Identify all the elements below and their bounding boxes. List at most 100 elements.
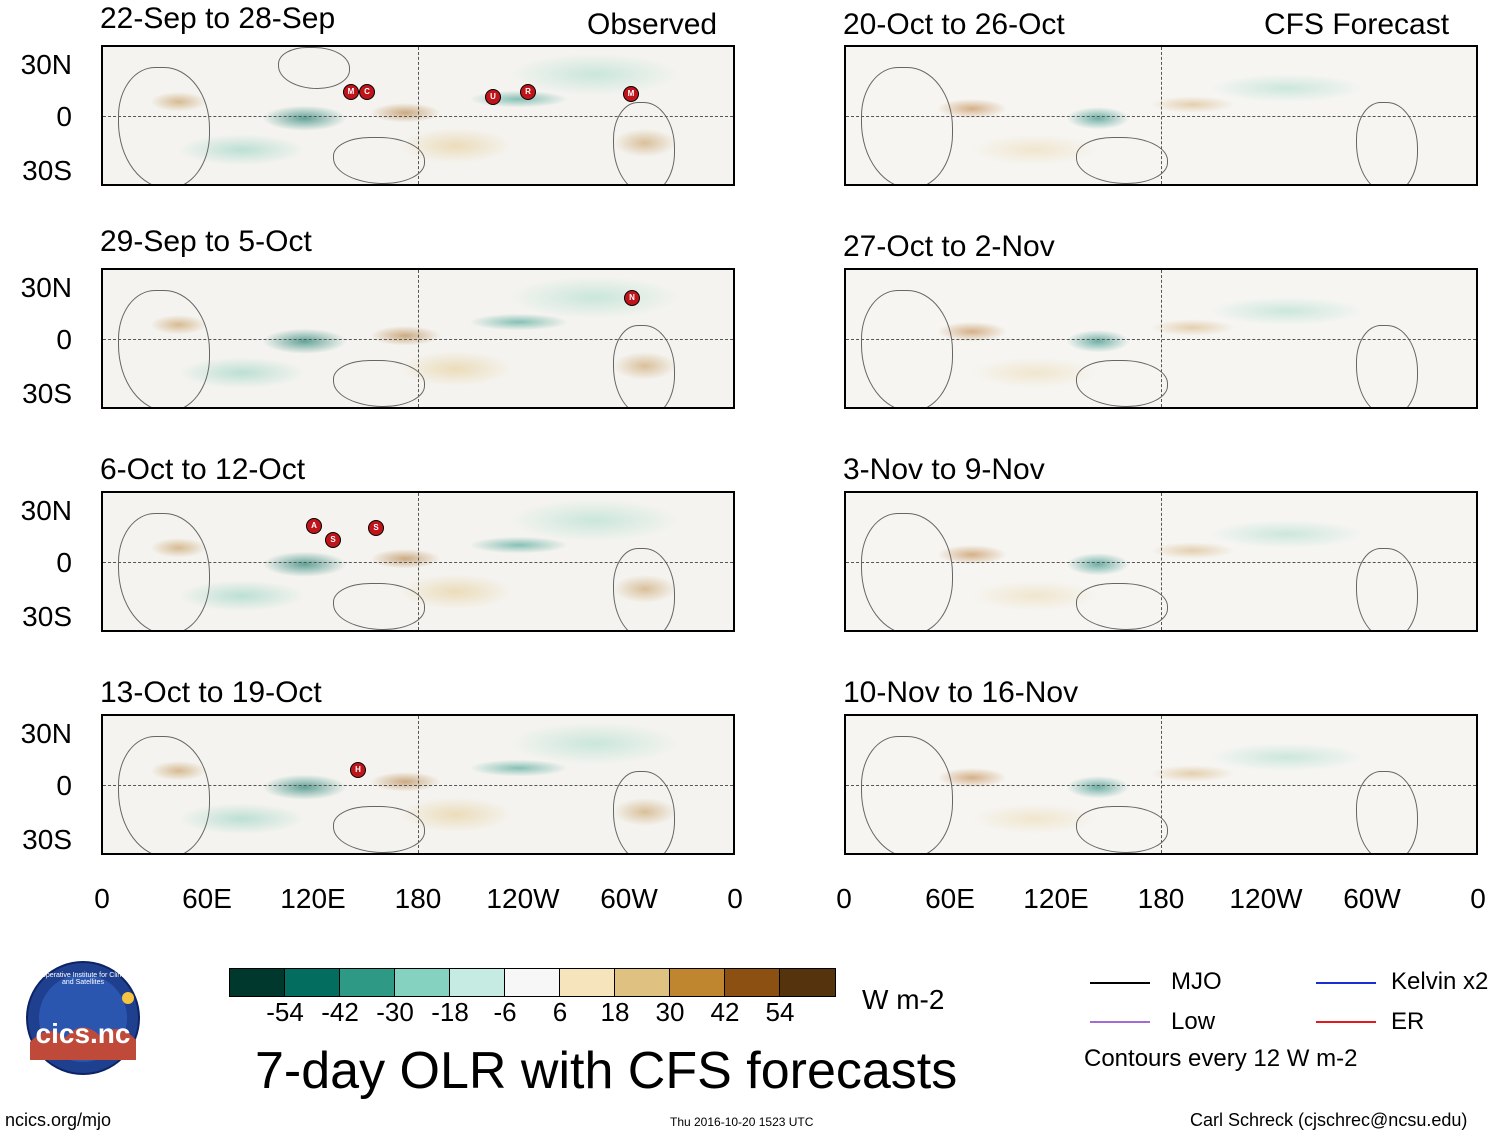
south-america-outline	[1356, 771, 1418, 853]
footer-url[interactable]: ncics.org/mjo	[5, 1110, 112, 1130]
observed-period-4: 13-Oct to 19-Oct	[100, 676, 322, 709]
observed-map-panel: N	[101, 268, 735, 409]
colorbar-swatch	[340, 969, 395, 996]
lat-label: 0	[56, 547, 72, 578]
observed-map-panel: A S S	[101, 491, 735, 632]
lat-label: 30S	[22, 601, 72, 632]
africa-outline	[861, 67, 953, 184]
forecast-map-panel	[844, 714, 1478, 855]
australia-outline	[1076, 806, 1168, 853]
australia-outline	[333, 137, 425, 184]
lat-label: 30N	[20, 272, 72, 303]
observed-label: Observed	[587, 8, 718, 41]
colorbar-units: W m-2	[862, 984, 945, 1015]
storm-marker: C	[359, 84, 375, 100]
colorbar-swatch	[780, 969, 835, 996]
forecast-period-3: 3-Nov to 9-Nov	[843, 453, 1045, 486]
forecast-period-2: 27-Oct to 2-Nov	[843, 230, 1055, 263]
observed-map-panel: H	[101, 714, 735, 855]
legend-mjo: MJO	[1171, 968, 1222, 995]
colorbar-swatch	[725, 969, 780, 996]
lat-label: 0	[56, 101, 72, 132]
observed-period-1: 22-Sep to 28-Sep	[100, 2, 336, 35]
colorbar-swatch	[670, 969, 725, 996]
colorbar-swatch	[560, 969, 615, 996]
legend-er: ER	[1391, 1008, 1425, 1035]
australia-outline	[1076, 137, 1168, 184]
legend-low: Low	[1171, 1008, 1216, 1035]
dateline	[1161, 270, 1162, 407]
observed-map-panel: M C U R M	[101, 45, 735, 186]
africa-outline	[118, 736, 210, 853]
storm-marker: M	[623, 86, 639, 102]
lon-label: 180	[1137, 883, 1185, 914]
storm-marker: S	[368, 520, 384, 536]
australia-outline	[333, 583, 425, 630]
legend-line-mjo	[1090, 982, 1150, 984]
colorbar	[229, 968, 836, 997]
storm-marker: H	[350, 762, 366, 778]
forecast-label: CFS Forecast	[1264, 8, 1450, 41]
lat-label: 30S	[22, 824, 72, 855]
south-america-outline	[613, 548, 675, 630]
colorbar-tick: 54	[765, 997, 795, 1027]
africa-outline	[118, 513, 210, 630]
lon-label: 120W	[486, 883, 560, 914]
storm-marker: A	[306, 518, 322, 534]
lon-label: 60W	[1343, 883, 1401, 914]
storm-marker: S	[325, 532, 341, 548]
legend-line-low	[1090, 1021, 1150, 1023]
lat-label: 30N	[20, 718, 72, 749]
dateline	[418, 47, 419, 184]
lat-label: 30S	[22, 378, 72, 409]
lon-label: 120E	[280, 883, 346, 914]
lat-label: 0	[56, 324, 72, 355]
logo-text: cics.nc	[35, 1018, 131, 1049]
australia-outline	[333, 360, 425, 407]
colorbar-tick: 30	[655, 997, 685, 1027]
logo-ring-text: Cooperative Institute for Climate and Sa…	[33, 972, 133, 986]
colorbar-tick: -42	[321, 997, 359, 1027]
colorbar-swatch	[395, 969, 450, 996]
lon-label: 120E	[1023, 883, 1089, 914]
africa-outline	[861, 736, 953, 853]
south-america-outline	[1356, 325, 1418, 407]
lat-label: 0	[56, 770, 72, 801]
observed-period-2: 29-Sep to 5-Oct	[100, 225, 312, 258]
colorbar-tick: 18	[600, 997, 630, 1027]
dateline	[418, 270, 419, 407]
storm-marker: R	[520, 84, 536, 100]
lat-label: 30N	[20, 49, 72, 80]
colorbar-tick: -30	[376, 997, 414, 1027]
legend-kelvin: Kelvin x2	[1391, 968, 1489, 995]
india-outline	[278, 47, 350, 89]
australia-outline	[1076, 583, 1168, 630]
colorbar-tick: 6	[552, 997, 568, 1027]
legend-line-kelvin	[1316, 982, 1376, 984]
colorbar-tick: 42	[710, 997, 740, 1027]
forecast-period-4: 10-Nov to 16-Nov	[843, 676, 1079, 709]
footer-credit: Carl Schreck (cjschrec@ncsu.edu)	[1190, 1110, 1468, 1130]
south-america-outline	[613, 771, 675, 853]
lat-label: 30N	[20, 495, 72, 526]
dateline	[418, 493, 419, 630]
lat-label: 30S	[22, 155, 72, 186]
africa-outline	[118, 290, 210, 407]
colorbar-swatch	[230, 969, 285, 996]
colorbar-tick: -6	[493, 997, 517, 1027]
colorbar-swatch	[505, 969, 560, 996]
south-america-outline	[613, 102, 675, 184]
africa-outline	[118, 67, 210, 184]
lon-label: 0	[836, 883, 852, 914]
dateline	[1161, 716, 1162, 853]
dateline	[418, 716, 419, 853]
forecast-map-panel	[844, 268, 1478, 409]
colorbar-tick: -18	[431, 997, 469, 1027]
forecast-map-panel	[844, 491, 1478, 632]
lon-label: 0	[94, 883, 110, 914]
lon-label: 180	[394, 883, 442, 914]
lon-label: 60E	[925, 883, 975, 914]
legend-contours: Contours every 12 W m-2	[1084, 1045, 1358, 1072]
forecast-map-panel	[844, 45, 1478, 186]
lon-label: 60W	[600, 883, 658, 914]
